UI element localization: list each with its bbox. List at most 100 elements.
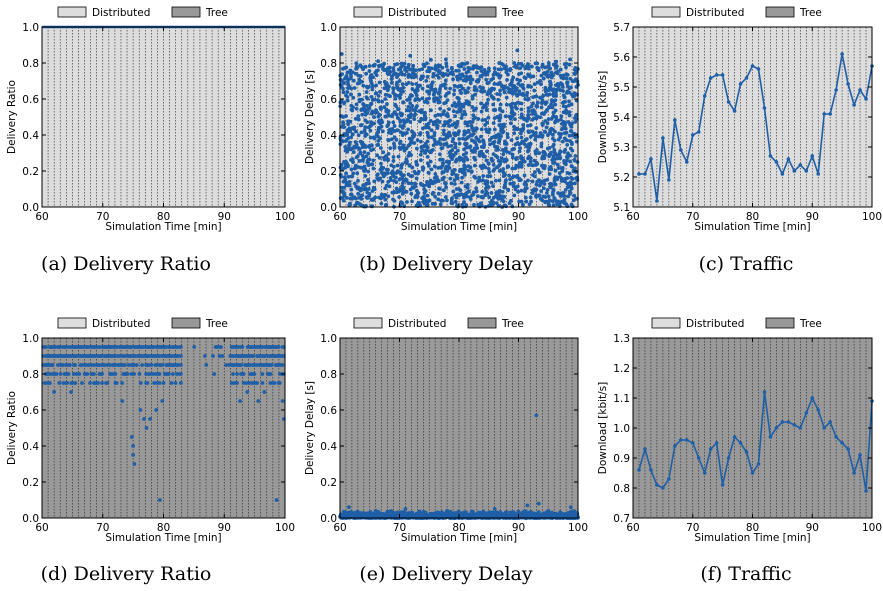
scatter-point — [573, 515, 577, 520]
series-point — [864, 489, 868, 493]
x-axis-label: Simulation Time [min] — [401, 221, 517, 233]
scatter-point — [572, 79, 577, 83]
scatter-point — [508, 82, 513, 87]
scatter-point — [551, 115, 555, 119]
scatter-point — [559, 199, 564, 204]
scatter-point — [452, 84, 457, 88]
scatter-point — [445, 198, 449, 203]
x-tick-label: 100 — [275, 522, 295, 534]
series-point — [661, 136, 665, 140]
legend-swatch-distributed — [353, 6, 383, 18]
series-point — [846, 447, 850, 451]
scatter-point — [122, 354, 127, 358]
scatter-point — [404, 178, 409, 182]
scatter-point — [511, 91, 515, 96]
scatter-point — [160, 399, 165, 403]
minute-grid — [638, 27, 867, 207]
scatter-point — [367, 64, 372, 68]
scatter-point — [390, 190, 395, 195]
series-point — [690, 441, 695, 445]
scatter-point — [484, 189, 489, 194]
scatter-point — [497, 196, 501, 201]
scatter-point — [347, 84, 352, 89]
scatter-point — [394, 180, 399, 185]
scatter-point — [416, 204, 420, 209]
scatter-point — [383, 92, 388, 97]
scatter-point — [396, 107, 401, 111]
series-point — [702, 471, 707, 475]
scatter-point — [350, 196, 355, 201]
scatter-point — [351, 95, 356, 100]
scatter-point — [425, 61, 429, 66]
scatter-point — [455, 74, 460, 79]
scatter-point — [530, 179, 535, 184]
scatter-point — [387, 184, 392, 189]
scatter-point — [503, 183, 507, 187]
scatter-point — [558, 510, 563, 515]
scatter-point — [573, 120, 578, 124]
minute-grid — [47, 27, 280, 207]
scatter-point — [506, 164, 511, 169]
scatter-point — [435, 73, 440, 78]
scatter-point — [492, 134, 496, 139]
scatter-point — [354, 142, 359, 147]
scatter-point — [515, 48, 520, 53]
scatter-point — [256, 399, 261, 403]
scatter-point — [479, 127, 484, 132]
scatter-point — [465, 61, 470, 65]
scatter-point — [564, 72, 569, 77]
scatter-point — [454, 176, 459, 181]
scatter-point — [405, 159, 409, 164]
x-tick-label: 90 — [806, 522, 819, 534]
scatter-point — [341, 122, 346, 127]
scatter-point — [507, 90, 511, 94]
scatter-point — [382, 61, 386, 66]
scatter-point — [555, 153, 559, 157]
scatter-point — [429, 128, 434, 133]
scatter-point — [362, 164, 367, 169]
scatter-point — [395, 116, 400, 120]
series-point — [798, 426, 803, 430]
scatter-point — [566, 194, 571, 199]
scatter-point — [451, 109, 456, 114]
scatter-point — [395, 169, 400, 174]
y-tick-label: 0.8 — [613, 483, 630, 495]
scatter-point — [346, 119, 351, 124]
scatter-point — [390, 510, 394, 515]
x-axis-label: Simulation Time [min] — [401, 532, 517, 544]
scatter-point — [540, 156, 545, 161]
scatter-point — [526, 163, 531, 167]
scatter-point — [511, 174, 516, 179]
scatter-point — [351, 125, 355, 130]
scatter-point — [348, 192, 353, 197]
scatter-point — [122, 363, 127, 367]
scatter-point — [516, 61, 521, 66]
scatter-point — [571, 198, 576, 203]
scatter-point — [374, 83, 379, 88]
scatter-point — [462, 67, 467, 72]
scatter-point — [355, 171, 360, 176]
series-point — [649, 157, 653, 161]
scatter-point — [523, 195, 528, 200]
y-tick-label: 0.7 — [613, 513, 630, 525]
x-tick-label: 70 — [96, 522, 109, 534]
scatter-point — [392, 92, 397, 97]
scatter-point — [519, 61, 524, 66]
scatter-point — [467, 120, 472, 124]
scatter-point — [408, 511, 413, 516]
scatter-point — [461, 136, 465, 141]
scatter-point — [538, 182, 543, 187]
scatter-point — [488, 200, 493, 205]
scatter-point — [565, 171, 570, 175]
scatter-point — [418, 83, 422, 88]
scatter-point — [418, 152, 423, 157]
scatter-point — [395, 163, 400, 168]
scatter-point — [446, 144, 450, 149]
series-point — [810, 396, 815, 400]
scatter-point — [277, 381, 282, 385]
scatter-point — [483, 511, 488, 516]
scatter-point — [545, 69, 550, 74]
scatter-point — [493, 178, 498, 183]
scatter-point — [61, 363, 66, 367]
